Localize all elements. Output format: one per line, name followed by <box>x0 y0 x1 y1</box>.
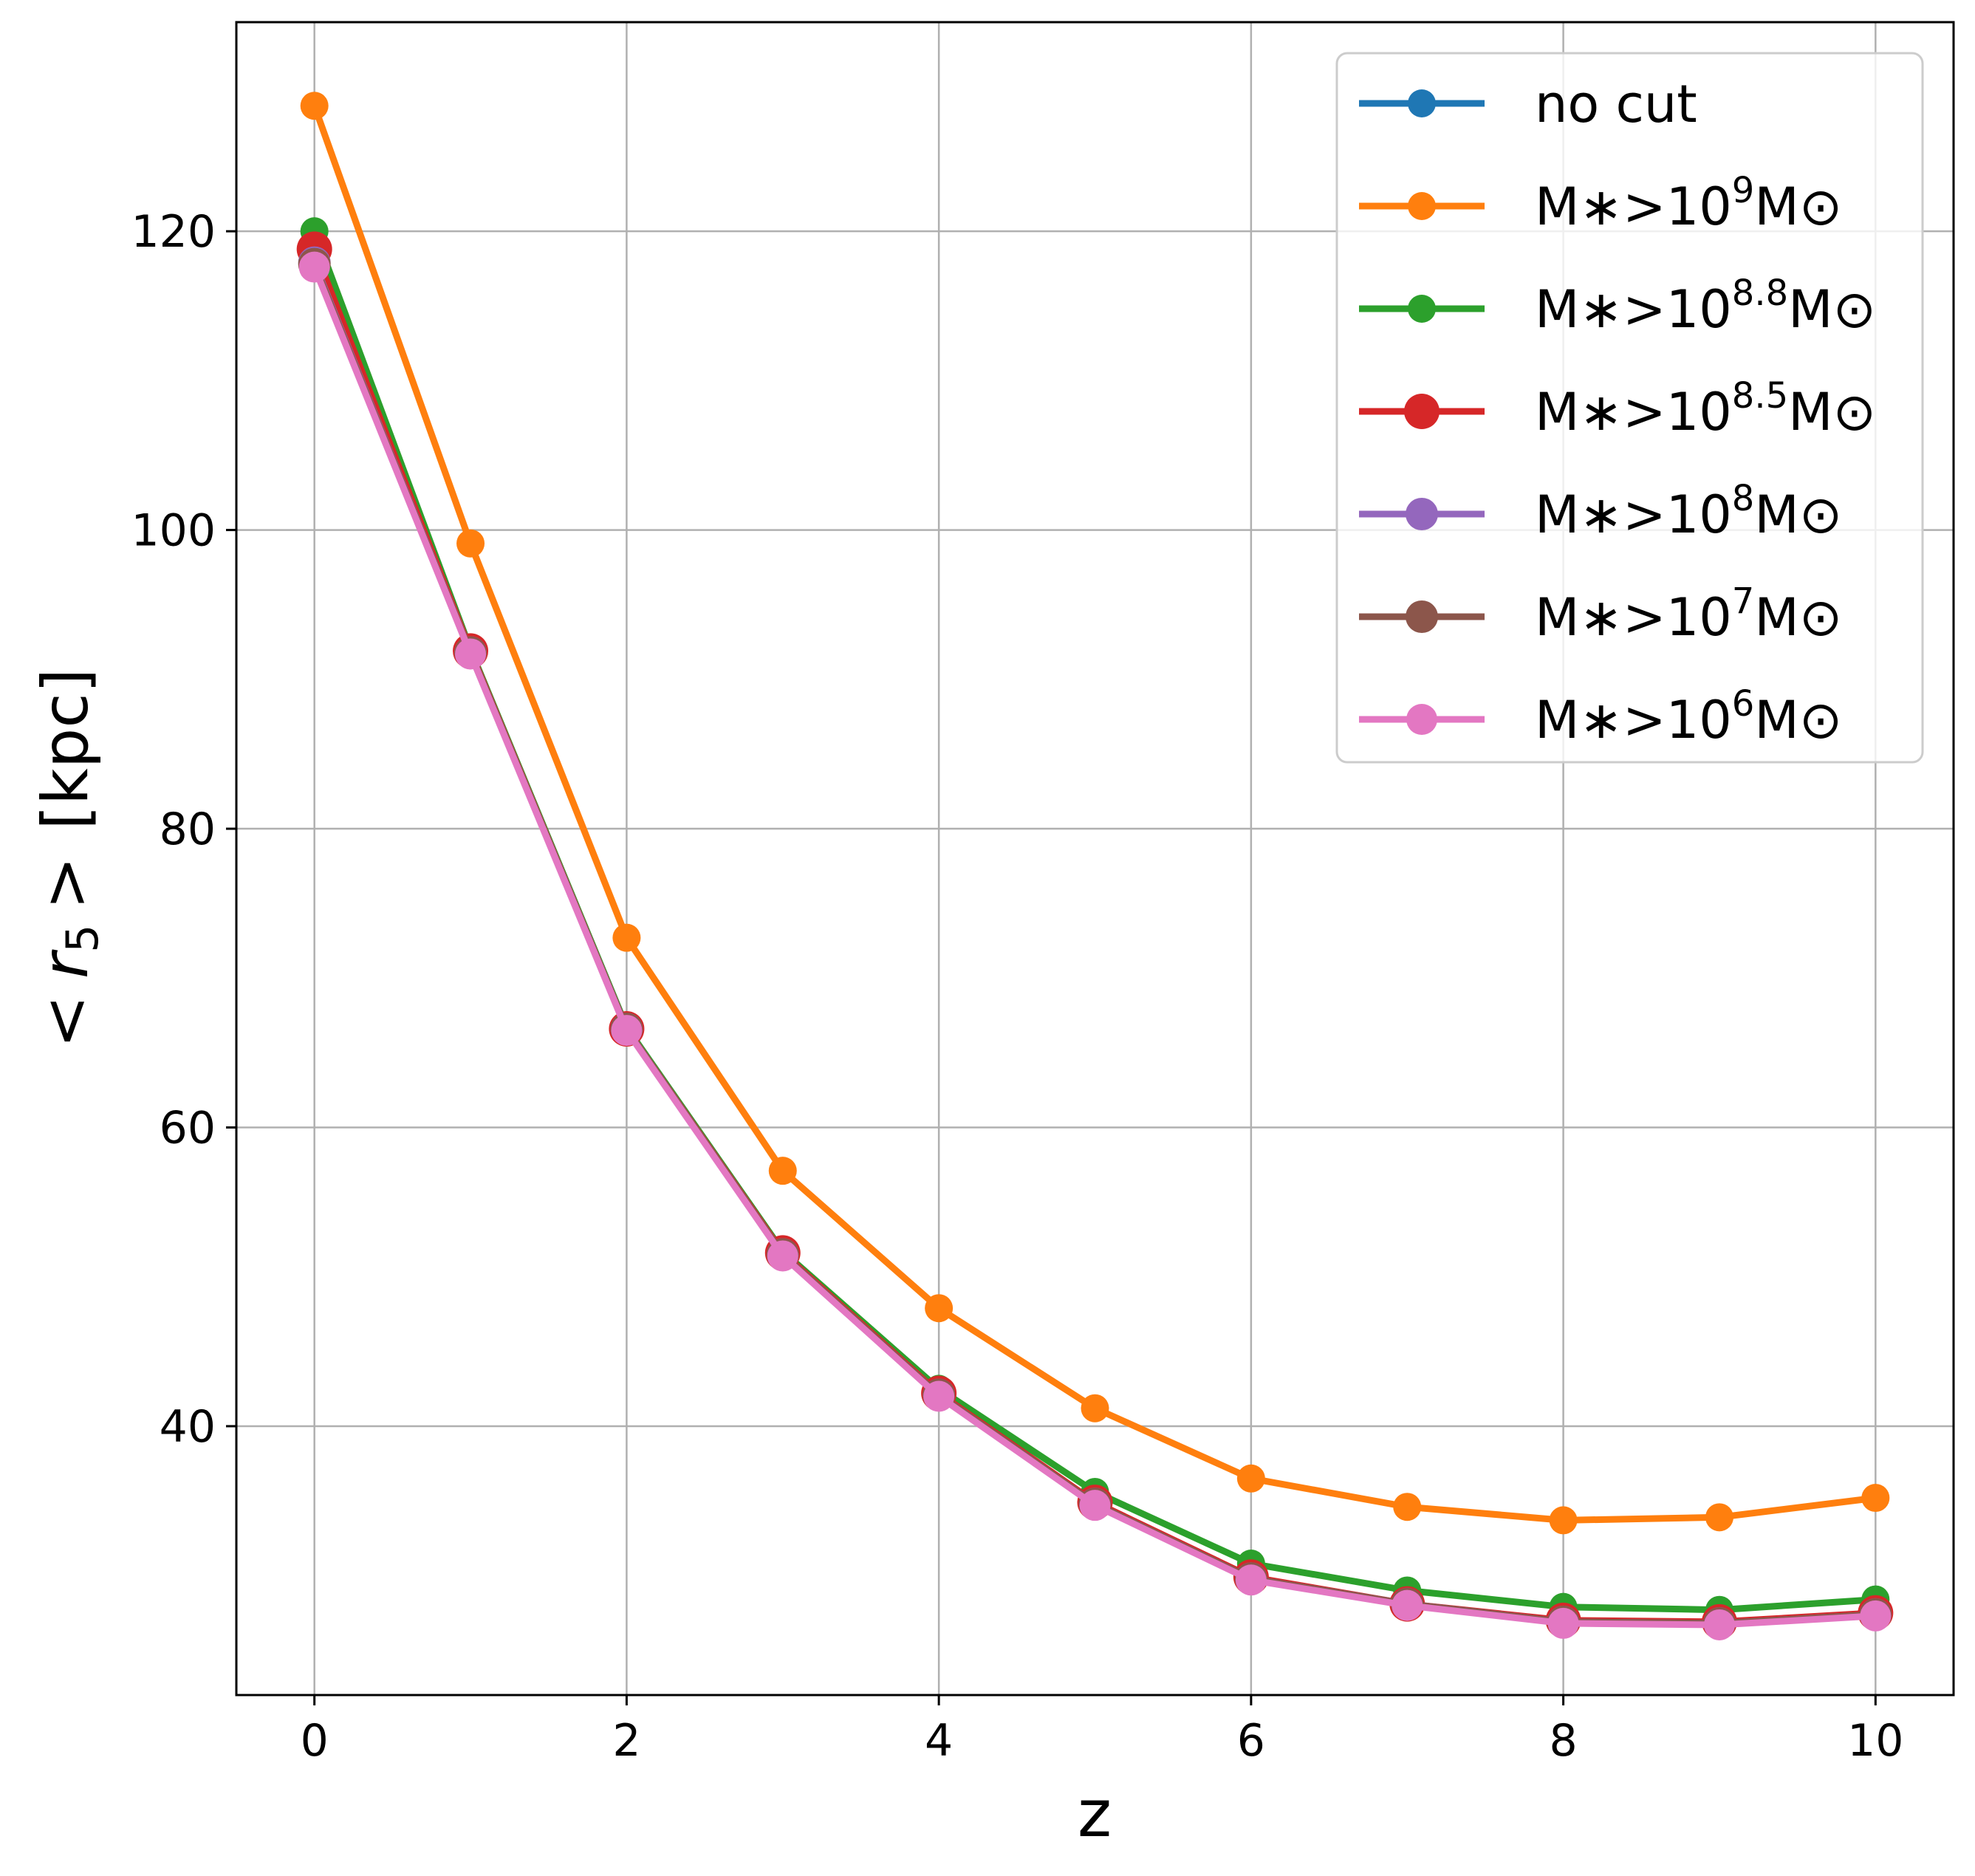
x-tick-label: 2 <box>612 1715 640 1767</box>
y-tick-label: 80 <box>160 804 216 855</box>
y-tick-label: 40 <box>160 1401 216 1453</box>
y-axis-label-unit: [kpc] <box>29 668 103 830</box>
legend-marker <box>1404 394 1440 429</box>
data-point <box>1860 1600 1892 1632</box>
data-point <box>925 1294 954 1323</box>
legend-marker <box>1406 600 1438 633</box>
legend-entries: no cut M∗>109M⊙ M∗>108.8M⊙ M∗>108.5M⊙ M∗>108… <box>1359 74 1876 750</box>
x-tick-label: 0 <box>301 1715 329 1767</box>
data-point <box>1079 1490 1111 1521</box>
data-point <box>767 1240 798 1272</box>
data-point <box>612 923 641 952</box>
x-tick-label: 4 <box>925 1715 953 1767</box>
series-6 <box>298 251 1892 1640</box>
data-point <box>611 1015 643 1047</box>
legend-label: M∗>108.8M⊙ <box>1535 273 1876 340</box>
y-axis-label-lt: < <box>29 995 103 1048</box>
data-point <box>298 251 330 283</box>
legend-marker <box>1406 498 1438 530</box>
data-point <box>1549 1506 1578 1535</box>
data-point <box>1235 1564 1267 1596</box>
legend-entry-6: M∗>106M⊙ <box>1359 683 1842 750</box>
legend-entry-1: M∗>109M⊙ <box>1359 170 1842 237</box>
data-point <box>1393 1493 1422 1521</box>
legend-entry-0: no cut <box>1359 74 1697 134</box>
data-point <box>300 92 329 120</box>
data-point <box>768 1157 797 1185</box>
y-tick-label: 60 <box>160 1103 216 1154</box>
legend-label: M∗>106M⊙ <box>1535 683 1842 750</box>
x-tick-label: 10 <box>1847 1715 1903 1767</box>
legend-entry-3: M∗>108.5M⊙ <box>1359 375 1876 442</box>
series-1 <box>300 92 1890 1535</box>
data-point <box>1547 1607 1579 1639</box>
ticks: 0 2 4 6 8 10 40 60 80 100 120 <box>131 206 1903 1767</box>
data-point <box>1861 1484 1890 1513</box>
legend-label: no cut <box>1535 74 1697 134</box>
legend-label: M∗>107M⊙ <box>1535 581 1842 648</box>
y-axis-label-gt: > <box>29 857 103 910</box>
y-axis-label: < r5 > [kpc] <box>29 668 109 1048</box>
legend-label: M∗>108.5M⊙ <box>1535 375 1876 442</box>
legend-entry-4: M∗>108M⊙ <box>1359 478 1842 545</box>
legend-entry-5: M∗>107M⊙ <box>1359 581 1842 648</box>
svg-text:<r5>[kpc]: < r5 > [kpc] <box>29 668 109 1048</box>
data-point <box>1392 1589 1423 1621</box>
plot-frame <box>235 21 1955 1697</box>
x-tick-label: 8 <box>1549 1715 1577 1767</box>
legend-marker <box>1408 89 1436 117</box>
x-tick-label: 6 <box>1237 1715 1265 1767</box>
legend-entry-2: M∗>108.8M⊙ <box>1359 273 1876 340</box>
legend-label: M∗>108M⊙ <box>1535 478 1842 545</box>
legend: no cut M∗>109M⊙ M∗>108.8M⊙ M∗>108.5M⊙ M∗>108… <box>1335 52 1924 764</box>
y-axis-label-var: r <box>29 949 103 979</box>
x-axis-label: z <box>1078 1776 1112 1852</box>
data-point <box>1236 1464 1265 1493</box>
y-axis-label-sub: 5 <box>57 925 109 953</box>
legend-label: M∗>109M⊙ <box>1535 170 1842 237</box>
y-tick-label: 120 <box>131 206 216 258</box>
legend-marker <box>1406 704 1437 735</box>
series-layer <box>296 92 1894 1640</box>
data-point <box>923 1380 955 1412</box>
legend-box <box>1335 52 1924 764</box>
data-point <box>1703 1609 1735 1640</box>
data-point <box>455 638 487 670</box>
data-point <box>1081 1394 1109 1423</box>
data-point <box>1705 1503 1733 1532</box>
legend-marker <box>1408 192 1436 220</box>
data-point <box>456 529 485 558</box>
y-tick-label: 100 <box>131 505 216 557</box>
legend-marker <box>1408 295 1436 323</box>
